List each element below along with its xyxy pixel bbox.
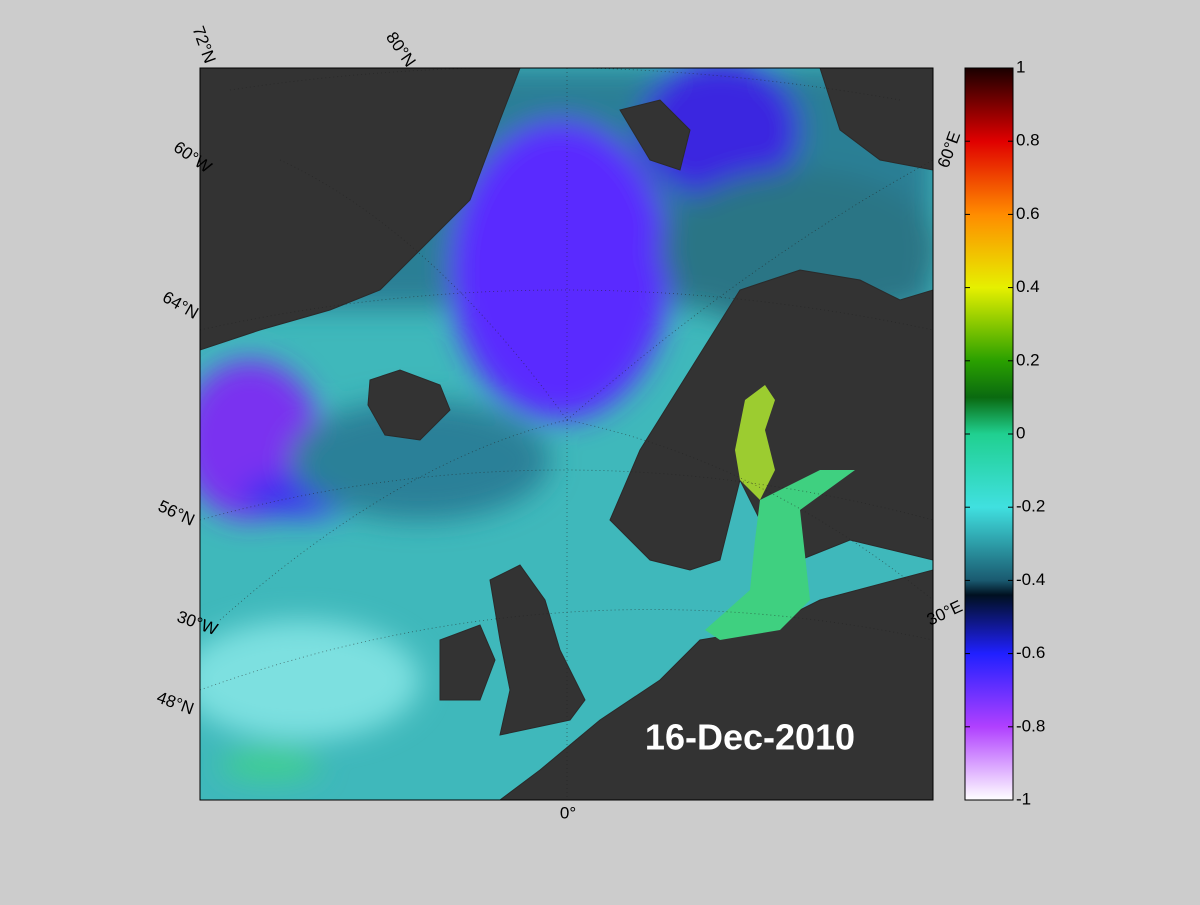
gulf-of-bothnia	[735, 385, 775, 500]
colorbar-tick-label: 0.4	[1016, 277, 1040, 296]
colorbar-tick-label: -0.4	[1016, 570, 1045, 589]
scandinavia	[609, 269, 933, 571]
colorbar-tick-label: 0.8	[1016, 131, 1040, 150]
graticule-label: 64°N	[159, 287, 201, 322]
graticule-label: 60°E	[934, 129, 965, 170]
graticule-label: 72°N	[189, 24, 220, 66]
colorbar-tick-label: 0	[1016, 423, 1025, 442]
date-label: 16-Dec-2010	[645, 717, 855, 758]
baltic	[705, 470, 855, 640]
graticule-label: 56°N	[155, 496, 197, 529]
colorbar-tick-label: 0.2	[1016, 350, 1040, 369]
colorbar	[964, 67, 1014, 801]
colorbar-tick-label: -0.6	[1016, 643, 1045, 662]
russia-north	[819, 68, 933, 171]
graticule-label: 80°N	[382, 28, 419, 70]
britain	[489, 564, 586, 736]
colorbar-tick-label: 0.6	[1016, 204, 1040, 223]
graticule	[200, 68, 933, 800]
graticule-label: 0°	[560, 803, 576, 822]
map-frame	[199, 67, 934, 801]
colorbar-tick-label: 1	[1016, 57, 1025, 76]
svalbard	[619, 99, 691, 171]
iceland	[367, 369, 451, 441]
colorbar-tick-label: -0.8	[1016, 716, 1045, 735]
greenland	[200, 68, 521, 351]
graticule-label: 48°N	[154, 688, 196, 719]
colorbar-tick-label: -0.2	[1016, 497, 1045, 516]
ireland	[439, 624, 496, 701]
anomaly-field	[200, 68, 933, 780]
map	[200, 68, 933, 800]
colorbar-tick-label: -1	[1016, 789, 1031, 808]
